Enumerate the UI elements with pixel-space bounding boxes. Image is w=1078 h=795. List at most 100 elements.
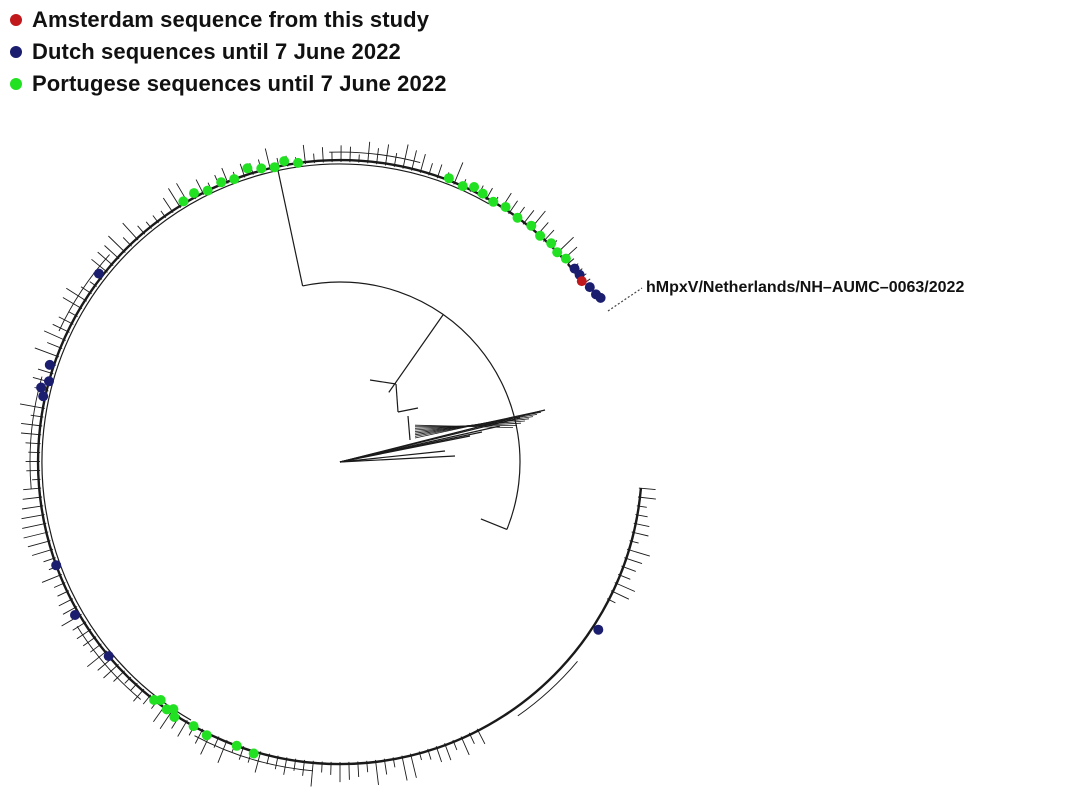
tip-tick [606, 598, 616, 604]
tip-tick [104, 245, 120, 260]
tip-tick [108, 235, 126, 253]
dutch-sequence-marker [593, 624, 604, 635]
tip-tick [264, 148, 271, 171]
portuguese-sequence-marker [469, 182, 480, 192]
tip-tick [160, 210, 167, 219]
tip-tick [460, 736, 470, 756]
legend-item-dutch: Dutch sequences until 7 June 2022 [10, 36, 447, 68]
portuguese-sequence-marker [279, 156, 290, 167]
tip-tick [239, 163, 246, 178]
branch [407, 415, 411, 441]
dutch-sequence-marker [44, 359, 55, 370]
tip-tick [137, 225, 146, 235]
tip-tick [195, 179, 205, 195]
tip-tick [419, 153, 426, 174]
tip-tick [43, 330, 66, 341]
tip-tick [313, 153, 315, 164]
tip-tick [152, 215, 159, 224]
tip-tick [53, 582, 66, 588]
portuguese-sequence-marker [168, 704, 179, 715]
portuguese-sequence-marker [552, 247, 563, 258]
tip-tick [410, 753, 417, 778]
tip-tick [32, 478, 41, 481]
tip-tick [90, 643, 102, 653]
legend-marker-blue [10, 46, 22, 58]
portuguese-sequence-marker [229, 174, 240, 185]
tip-tick [47, 342, 63, 350]
portuguese-sequence-marker [155, 695, 166, 705]
legend-label: Amsterdam sequence from this study [32, 7, 430, 32]
legend-label: Dutch sequences until 7 June 2022 [32, 39, 401, 64]
tip-tick [321, 761, 323, 773]
tip-tick [89, 281, 97, 287]
portuguese-sequence-marker [231, 740, 242, 751]
tip-tick [58, 316, 74, 325]
tip-tick [68, 311, 78, 317]
dutch-sequence-marker [38, 391, 49, 402]
tip-tick [393, 153, 398, 167]
tip-tick [435, 746, 443, 763]
portuguese-sequence-marker [188, 721, 199, 732]
tip-tick [543, 229, 555, 242]
tip-tick [476, 728, 486, 745]
tip-tick [43, 557, 56, 563]
tip-tick [418, 751, 422, 761]
tree-tips [19, 141, 656, 787]
tip-tick [122, 222, 139, 241]
legend-marker-green [10, 78, 22, 90]
tip-tick [624, 557, 643, 565]
branch [480, 518, 508, 530]
portuguese-sequence-marker [535, 230, 546, 241]
portuguese-sequence-marker [293, 157, 303, 168]
legend-label: Portugese sequences until 7 June 2022 [32, 71, 447, 96]
tip-tick [302, 759, 305, 776]
portuguese-sequence-marker [269, 162, 280, 173]
tip-tick [367, 141, 371, 164]
tip-tick [436, 164, 443, 179]
highlighted-sequence-label: hMpxV/Netherlands/NH–AUMC–0063/2022 [646, 279, 964, 296]
dutch-sequence-marker [595, 292, 606, 303]
tip-tick [168, 188, 181, 209]
tip-tick [402, 144, 409, 169]
tip-tick [72, 621, 87, 631]
root-branch [414, 424, 514, 428]
tip-tick [217, 739, 228, 763]
branch [369, 379, 397, 385]
portuguese-sequence-marker [202, 185, 213, 196]
tip-tick [21, 514, 45, 520]
tip-tick [76, 628, 92, 640]
portuguese-sequence-marker [248, 748, 259, 759]
tip-tick [23, 531, 49, 539]
tip-tick [384, 144, 390, 166]
tip-tick [349, 146, 351, 163]
subclade-arc [194, 735, 314, 772]
tip-tick [30, 414, 44, 418]
dutch-sequence-marker [44, 376, 54, 387]
tip-tick [637, 496, 656, 500]
tip-tick [626, 548, 650, 557]
portuguese-sequence-marker [256, 163, 267, 174]
portuguese-sequence-marker [477, 188, 488, 199]
subclade-arc [329, 151, 421, 164]
dutch-sequence-marker [93, 268, 104, 279]
tip-tick [62, 297, 83, 310]
tip-tick [37, 368, 54, 375]
tip-tick [358, 154, 360, 163]
label-leader-line [607, 287, 643, 312]
tip-tick [142, 694, 152, 705]
portuguese-sequence-marker [500, 202, 511, 212]
portuguese-sequence-marker [443, 173, 454, 184]
tip-tick [375, 759, 379, 785]
portuguese-sequence-marker [169, 712, 180, 722]
tip-tick [610, 590, 630, 600]
portuguese-sequence-marker [560, 253, 571, 264]
portuguese-sequence-marker [189, 188, 199, 199]
tip-tick [133, 688, 145, 702]
dutch-sequence-marker [36, 382, 47, 393]
tip-tick [22, 522, 47, 529]
tip-tick [629, 540, 639, 544]
tip-tick [631, 531, 649, 537]
tip-tick [508, 200, 518, 215]
tip-tick [57, 590, 70, 597]
tip-tick [357, 761, 360, 778]
